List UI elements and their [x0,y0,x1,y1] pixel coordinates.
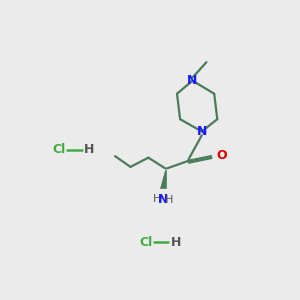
Text: N: N [158,193,168,206]
Text: H: H [171,236,181,249]
Text: N: N [196,125,207,138]
Polygon shape [160,170,166,188]
Text: O: O [217,149,227,162]
Text: H: H [153,194,161,204]
Text: N: N [187,74,198,87]
Text: Cl: Cl [52,143,66,157]
Text: H: H [165,195,173,206]
Text: H: H [84,143,94,157]
Text: Cl: Cl [140,236,153,249]
